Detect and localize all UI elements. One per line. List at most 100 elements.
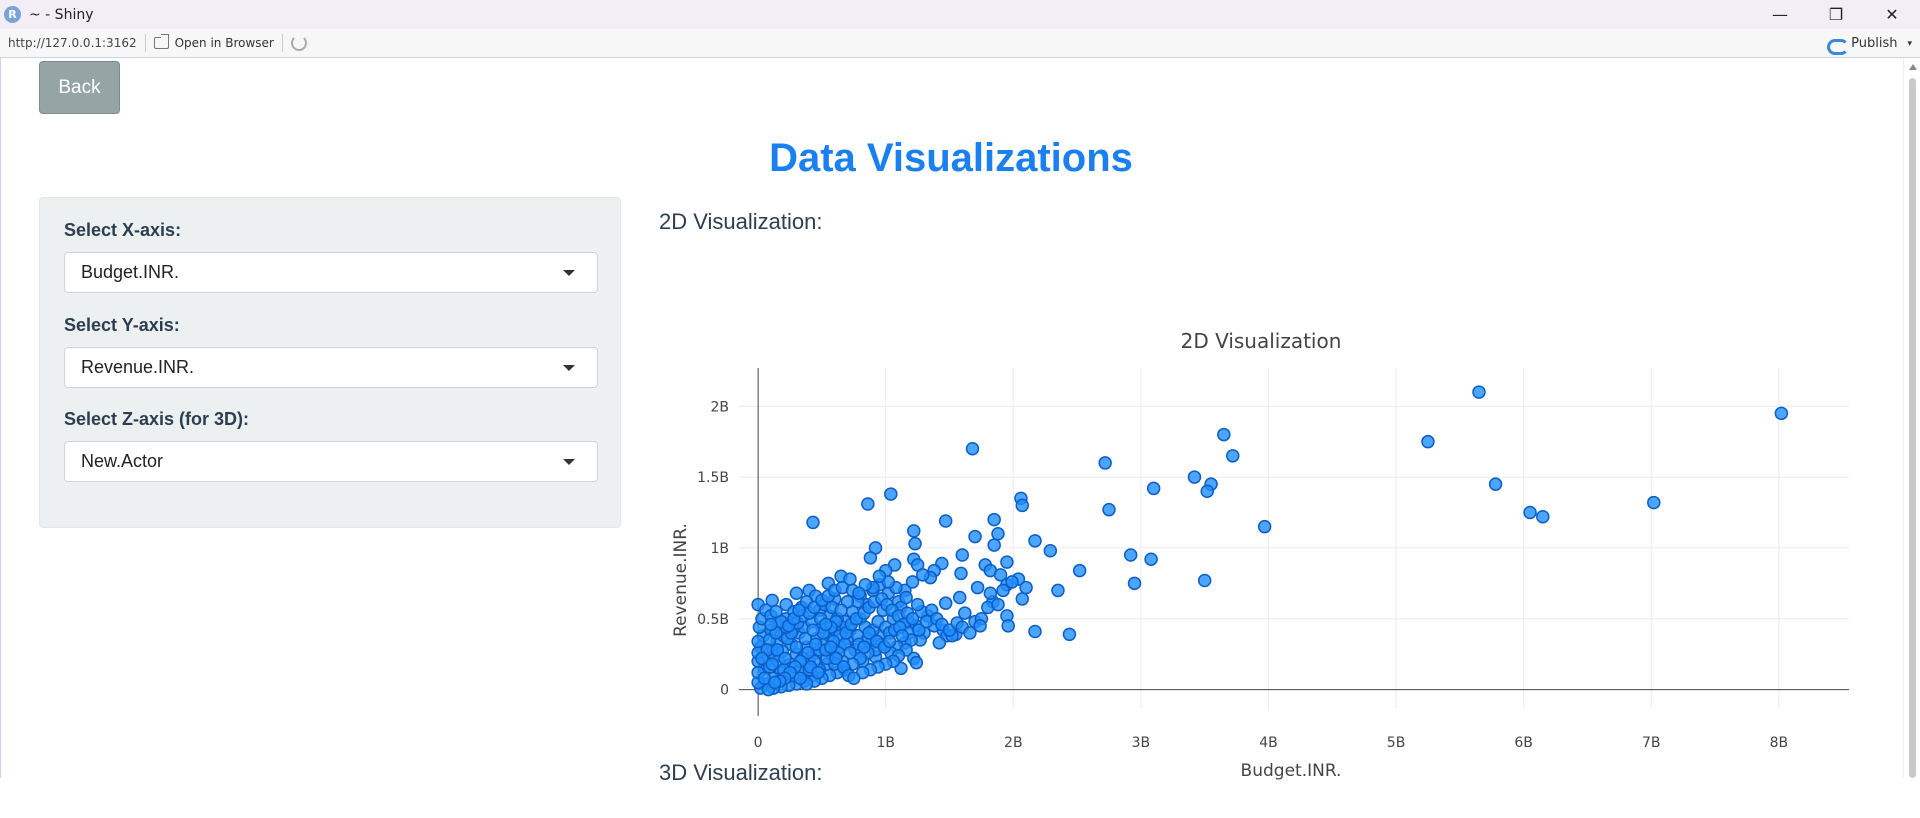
data-point[interactable] bbox=[1000, 555, 1014, 569]
data-point[interactable] bbox=[1123, 548, 1138, 562]
data-point[interactable] bbox=[1005, 575, 1019, 589]
data-point[interactable] bbox=[863, 551, 878, 565]
data-point[interactable] bbox=[789, 640, 804, 654]
data-point[interactable] bbox=[1062, 627, 1077, 642]
data-point[interactable] bbox=[1019, 580, 1033, 595]
data-point[interactable] bbox=[938, 596, 953, 610]
data-point[interactable] bbox=[993, 568, 1008, 582]
data-point[interactable] bbox=[861, 497, 875, 511]
data-point[interactable] bbox=[1001, 619, 1015, 633]
data-point[interactable] bbox=[991, 527, 1005, 541]
data-point[interactable] bbox=[806, 515, 820, 530]
data-point[interactable] bbox=[915, 568, 930, 582]
data-point[interactable] bbox=[1051, 583, 1065, 598]
data-point[interactable] bbox=[1098, 456, 1112, 470]
data-point[interactable] bbox=[834, 603, 848, 617]
data-point[interactable] bbox=[1187, 470, 1202, 484]
data-point[interactable] bbox=[755, 651, 769, 666]
data-point[interactable] bbox=[767, 675, 782, 690]
scroll-thumb[interactable] bbox=[1909, 78, 1916, 778]
data-point[interactable] bbox=[770, 643, 785, 657]
z-axis-select[interactable]: New.Actor bbox=[64, 441, 598, 482]
data-point[interactable] bbox=[996, 583, 1010, 598]
data-point[interactable] bbox=[1102, 502, 1116, 517]
data-point[interactable] bbox=[963, 626, 977, 640]
data-point[interactable] bbox=[1015, 498, 1029, 513]
publish-button[interactable]: Publish ▾ bbox=[1827, 29, 1912, 58]
data-point[interactable] bbox=[765, 657, 779, 671]
data-point[interactable] bbox=[908, 536, 922, 551]
data-point[interactable] bbox=[811, 665, 825, 680]
data-point[interactable] bbox=[1015, 592, 1029, 606]
data-point[interactable] bbox=[938, 514, 953, 528]
data-point[interactable] bbox=[932, 636, 947, 650]
scroll-up-icon[interactable] bbox=[1909, 64, 1917, 70]
data-point[interactable] bbox=[882, 634, 897, 649]
data-point[interactable] bbox=[872, 569, 887, 583]
data-point[interactable] bbox=[987, 512, 1001, 527]
data-point[interactable] bbox=[764, 617, 778, 632]
data-point[interactable] bbox=[829, 651, 843, 666]
x-axis-select[interactable]: Budget.INR. bbox=[64, 252, 598, 293]
data-point[interactable] bbox=[1523, 505, 1537, 520]
data-point[interactable] bbox=[1127, 576, 1142, 591]
data-point[interactable] bbox=[792, 603, 806, 617]
data-point[interactable] bbox=[857, 640, 871, 654]
data-point[interactable] bbox=[847, 671, 861, 685]
data-point[interactable] bbox=[1043, 544, 1058, 558]
data-point[interactable] bbox=[819, 617, 833, 632]
data-point[interactable] bbox=[958, 606, 972, 620]
scatter-plot-2d[interactable]: 2D Visualization 0 1B 2B 3B 4B 5B 6B 7B 8B 0 0.5B 1… bbox=[659, 238, 1901, 818]
data-point[interactable] bbox=[973, 619, 987, 633]
data-point[interactable] bbox=[808, 637, 823, 651]
data-point[interactable] bbox=[987, 538, 1001, 552]
publish-caret-icon[interactable]: ▾ bbox=[1907, 38, 1912, 49]
data-point[interactable] bbox=[968, 529, 982, 544]
minimize-button[interactable]: — bbox=[1772, 5, 1788, 24]
data-point[interactable] bbox=[798, 631, 813, 646]
open-in-browser-button[interactable]: Open in Browser bbox=[153, 34, 274, 50]
data-point[interactable] bbox=[806, 623, 820, 637]
data-point[interactable] bbox=[789, 586, 804, 600]
data-point[interactable] bbox=[954, 566, 968, 581]
data-point[interactable] bbox=[895, 629, 910, 643]
data-point[interactable] bbox=[912, 623, 926, 637]
data-point[interactable] bbox=[905, 612, 920, 626]
data-point[interactable] bbox=[1647, 495, 1661, 510]
data-point[interactable] bbox=[1257, 519, 1272, 534]
data-point[interactable] bbox=[899, 590, 913, 605]
refresh-icon[interactable] bbox=[290, 35, 307, 51]
close-button[interactable]: ✕ bbox=[1885, 5, 1899, 24]
data-point[interactable] bbox=[1472, 385, 1486, 399]
data-point[interactable] bbox=[1146, 481, 1161, 496]
restore-button[interactable]: ❐ bbox=[1828, 5, 1844, 24]
data-point[interactable] bbox=[991, 597, 1005, 612]
data-point[interactable] bbox=[910, 597, 925, 612]
data-point[interactable] bbox=[1226, 449, 1240, 463]
data-point[interactable] bbox=[1144, 552, 1158, 566]
data-point[interactable] bbox=[824, 640, 838, 654]
data-point[interactable] bbox=[955, 548, 970, 562]
data-point[interactable] bbox=[1488, 477, 1503, 491]
data-point[interactable] bbox=[905, 575, 920, 589]
data-point[interactable] bbox=[965, 442, 980, 456]
data-point[interactable] bbox=[1072, 563, 1087, 578]
data-point[interactable] bbox=[1421, 434, 1435, 449]
data-point[interactable] bbox=[1774, 406, 1789, 421]
data-point[interactable] bbox=[801, 646, 815, 660]
y-axis-select[interactable]: Revenue.INR. bbox=[64, 347, 598, 388]
data-point[interactable] bbox=[970, 580, 985, 595]
data-point[interactable] bbox=[852, 586, 866, 600]
data-point[interactable] bbox=[1028, 534, 1042, 548]
data-point[interactable] bbox=[793, 671, 807, 685]
vertical-scrollbar[interactable] bbox=[1903, 58, 1920, 778]
data-point[interactable] bbox=[1200, 484, 1214, 498]
data-point[interactable] bbox=[909, 655, 924, 670]
data-point[interactable] bbox=[1217, 427, 1231, 442]
data-point[interactable] bbox=[907, 524, 921, 538]
data-point[interactable] bbox=[1028, 624, 1042, 639]
data-point[interactable] bbox=[884, 487, 898, 501]
data-point[interactable] bbox=[778, 651, 792, 666]
data-point[interactable] bbox=[952, 590, 967, 605]
data-point[interactable] bbox=[862, 626, 876, 640]
